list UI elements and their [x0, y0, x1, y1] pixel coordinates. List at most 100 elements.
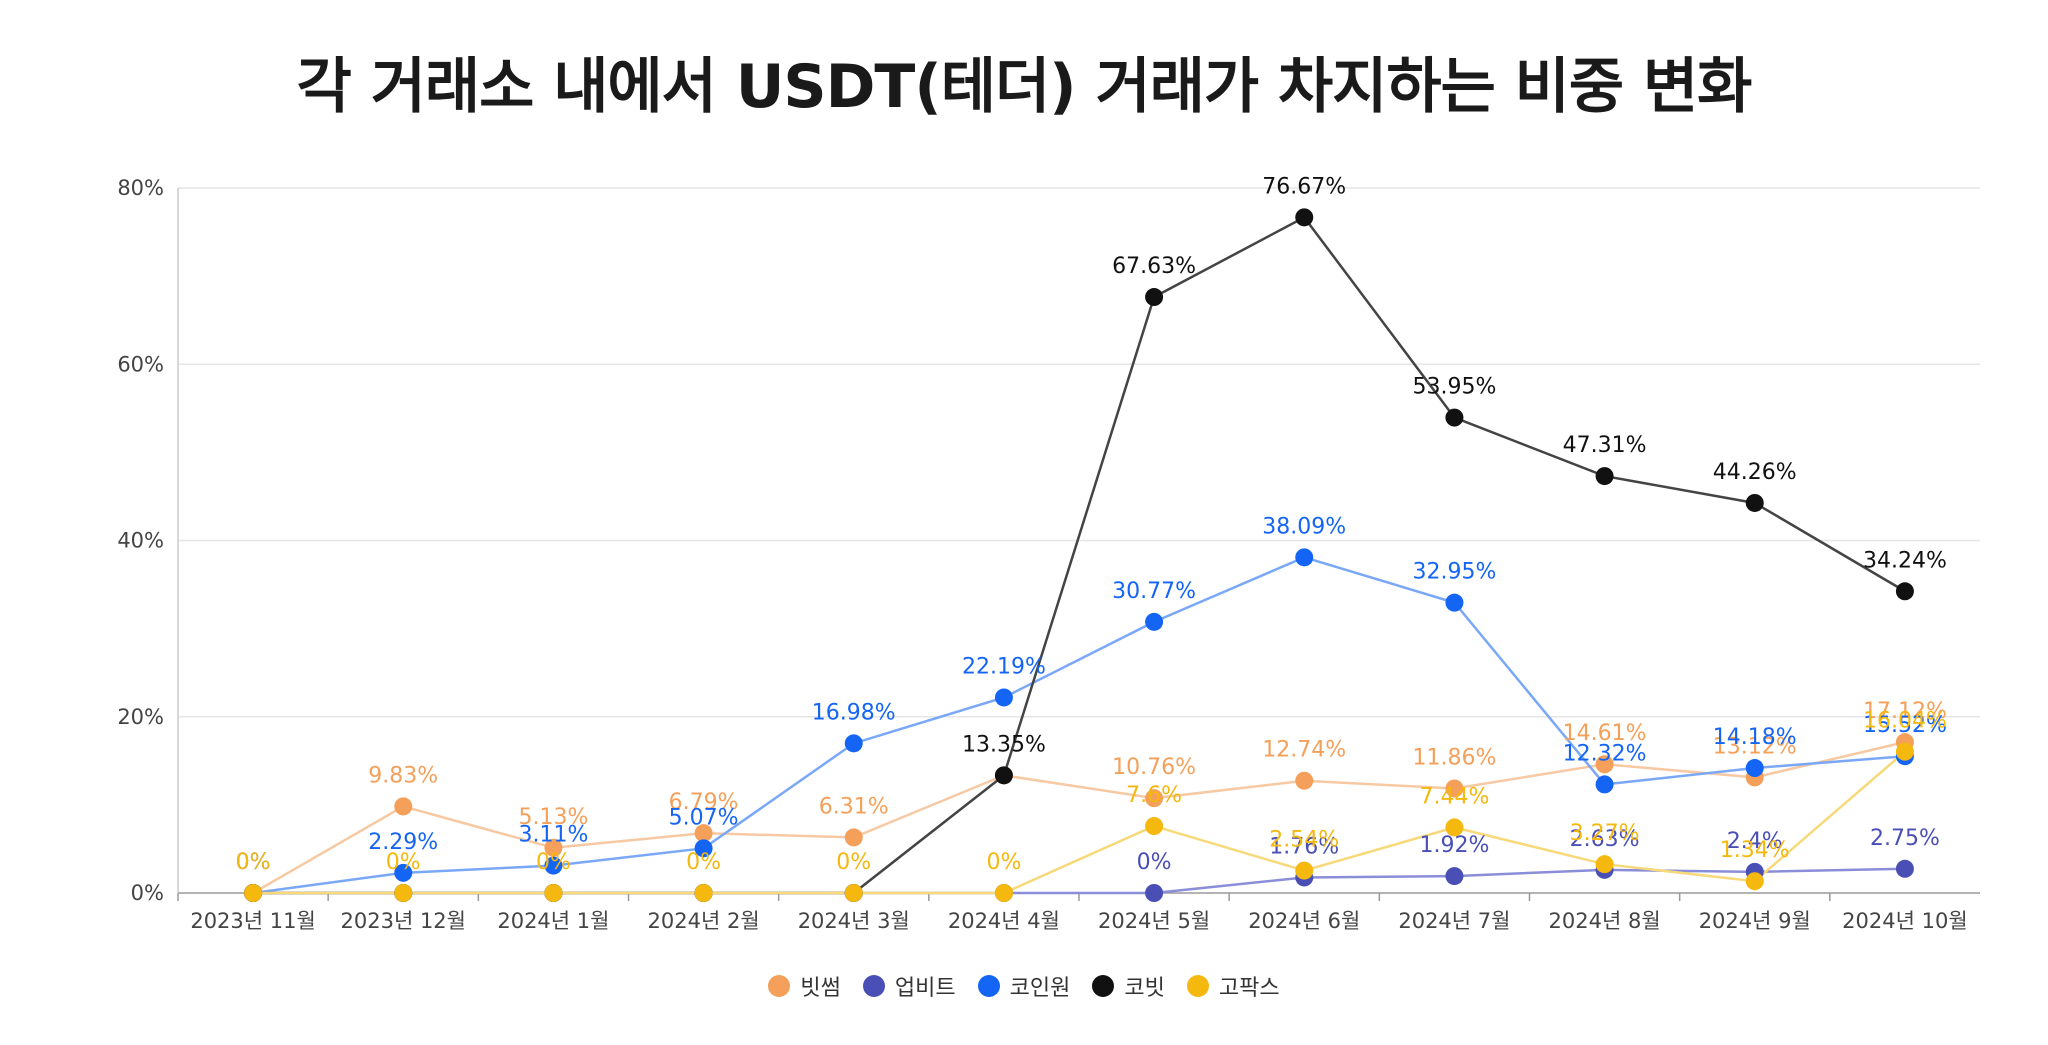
- data-point: [1145, 817, 1164, 836]
- data-label: 5.07%: [669, 805, 739, 830]
- data-point: [1295, 861, 1314, 880]
- data-point: [1145, 288, 1164, 307]
- data-point: [394, 884, 413, 902]
- legend-swatch: [862, 975, 885, 997]
- data-point: [1745, 759, 1764, 778]
- data-label: 1.92%: [1419, 833, 1489, 858]
- data-label: 38.09%: [1262, 514, 1346, 539]
- data-point: [1145, 884, 1164, 902]
- series-line-2: [253, 867, 1905, 895]
- data-point: [1595, 755, 1614, 774]
- x-tick-label: 2024년 9월: [1699, 909, 1811, 933]
- data-label: 2.63%: [1570, 827, 1640, 852]
- data-label: 12.74%: [1262, 738, 1346, 763]
- data-label: 5.13%: [518, 805, 588, 830]
- data-label: 53.95%: [1412, 375, 1496, 400]
- data-label: 1.34%: [1720, 838, 1790, 863]
- data-label: 13.12%: [1713, 734, 1797, 759]
- x-tick-label: 2024년 5월: [1098, 909, 1210, 933]
- data-label: 76.67%: [1262, 174, 1346, 199]
- legend-item: 빗썸: [768, 970, 841, 1002]
- data-label: 3.11%: [518, 823, 588, 848]
- data-point: [1445, 818, 1464, 837]
- y-tick-label: 40%: [117, 529, 164, 553]
- chart-legend: 빗썸 업비트 코인원 코빗 고팍스: [0, 970, 2048, 1002]
- legend-swatch: [977, 975, 1000, 997]
- legend-label: 빗썸: [800, 976, 841, 1001]
- data-label: 12.32%: [1563, 741, 1647, 766]
- x-tick-label: 2023년 12월: [341, 909, 466, 933]
- data-point: [844, 734, 863, 753]
- data-point: [694, 824, 713, 843]
- data-point: [1145, 789, 1164, 808]
- legend-swatch: [768, 975, 791, 997]
- data-label: 44.26%: [1713, 460, 1797, 485]
- data-label: 0%: [236, 850, 271, 875]
- data-label: 22.19%: [962, 654, 1046, 679]
- y-tick-label: 20%: [117, 705, 164, 729]
- data-label: 34.24%: [1863, 548, 1947, 573]
- legend-label: 코빗: [1124, 976, 1165, 1001]
- data-point: [244, 884, 263, 902]
- data-label: 47.31%: [1563, 433, 1647, 458]
- x-tick-label: 2024년 8월: [1549, 909, 1661, 933]
- data-label: 30.77%: [1112, 579, 1196, 604]
- x-tick-label: 2024년 10월: [1842, 909, 1967, 933]
- data-label: 67.63%: [1112, 254, 1196, 279]
- x-tick-label: 2024년 2월: [648, 909, 760, 933]
- data-point: [1445, 867, 1464, 886]
- data-label: 11.86%: [1412, 745, 1496, 770]
- data-point: [694, 884, 713, 902]
- data-label: 14.61%: [1563, 721, 1647, 746]
- data-label: 2.75%: [1870, 826, 1940, 851]
- data-label: 2.54%: [1269, 828, 1339, 853]
- data-label: 0%: [1137, 850, 1172, 875]
- data-label: 7.6%: [1126, 783, 1182, 808]
- legend-label: 코인원: [1009, 976, 1071, 1001]
- legend-item: 코인원: [977, 970, 1071, 1002]
- data-label: 2.29%: [368, 830, 438, 855]
- data-point: [1895, 859, 1914, 878]
- data-point: [1745, 493, 1764, 512]
- legend-item: 고팍스: [1186, 970, 1280, 1002]
- data-point: [1595, 855, 1614, 874]
- data-label: 14.18%: [1713, 725, 1797, 750]
- data-label: 3.27%: [1570, 821, 1640, 846]
- data-point: [1595, 467, 1614, 486]
- x-tick-label: 2024년 6월: [1248, 909, 1360, 933]
- series-line-4: [253, 215, 1906, 895]
- data-label: 9.83%: [368, 763, 438, 788]
- data-point: [544, 838, 563, 857]
- legend-label: 고팍스: [1218, 976, 1280, 1001]
- y-tick-label: 60%: [117, 352, 164, 376]
- data-label: 16.04%: [1863, 709, 1947, 734]
- data-label: 2.4%: [1727, 829, 1783, 854]
- data-label: 0%: [236, 850, 271, 875]
- legend-swatch: [1092, 975, 1115, 997]
- legend-item: 코빗: [1092, 970, 1165, 1002]
- data-label: 15.52%: [1863, 713, 1947, 738]
- legend-swatch: [1186, 975, 1209, 997]
- data-label: 0%: [386, 850, 421, 875]
- data-point: [1445, 593, 1464, 612]
- data-label: 17.12%: [1863, 699, 1947, 724]
- x-tick-label: 2023년 11월: [190, 909, 315, 933]
- data-point: [394, 797, 413, 816]
- x-tick-label: 2024년 7월: [1398, 909, 1510, 933]
- y-tick-label: 80%: [117, 176, 164, 200]
- data-label: 32.95%: [1412, 560, 1496, 585]
- series-line-1: [252, 740, 1906, 895]
- x-tick-label: 2024년 4월: [948, 909, 1060, 933]
- data-point: [1145, 612, 1164, 631]
- data-point: [844, 884, 863, 902]
- legend-label: 업비트: [894, 976, 956, 1001]
- data-point: [844, 828, 863, 847]
- data-point: [1295, 208, 1314, 227]
- data-point: [1895, 742, 1914, 761]
- data-point: [1295, 548, 1314, 567]
- data-point: [994, 884, 1013, 902]
- data-point: [1895, 582, 1914, 601]
- legend-item: 업비트: [862, 970, 956, 1002]
- chart-title: 각 거래소 내에서 USDT(테더) 거래가 차지하는 비중 변화: [296, 52, 1753, 122]
